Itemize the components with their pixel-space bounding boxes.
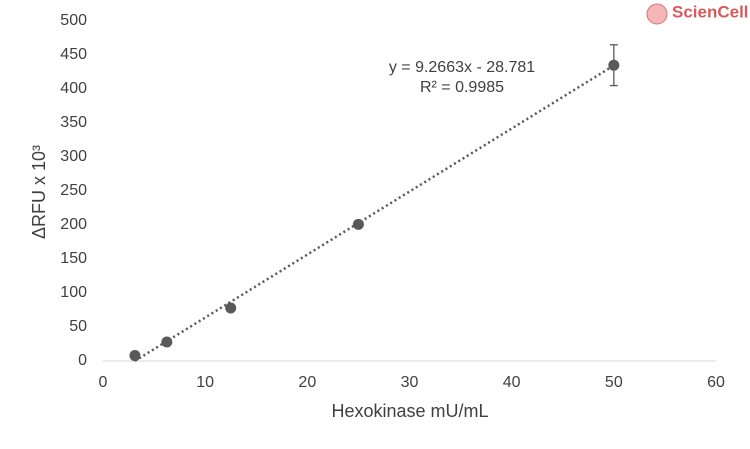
x-axis-label: Hexokinase mU/mL: [331, 401, 488, 421]
y-tick-label: 250: [60, 182, 87, 199]
logo: ScienCell: [672, 2, 749, 21]
y-tick-label: 500: [60, 12, 87, 29]
y-tick-label: 400: [60, 80, 87, 97]
trendline: [134, 64, 615, 362]
x-tick-label: 10: [196, 374, 214, 391]
y-tick-label: 0: [78, 352, 87, 369]
point: [608, 59, 620, 71]
y-tick-label: 100: [60, 284, 87, 301]
trend-equation: y = 9.2663x - 28.781: [389, 59, 535, 76]
logo-icon: [646, 3, 668, 25]
y-tick-label: 350: [60, 114, 87, 131]
point: [225, 302, 237, 314]
x-tick-label: 0: [99, 374, 108, 391]
trend-r2: R² = 0.9985: [420, 79, 504, 96]
y-tick-label: 450: [60, 46, 87, 63]
x-tick-label: 40: [503, 374, 521, 391]
x-tick-label: 60: [707, 374, 725, 391]
y-tick-label: 150: [60, 250, 87, 267]
x-tick-label: 30: [401, 374, 419, 391]
x-tick-label: 50: [605, 374, 623, 391]
point: [129, 350, 141, 362]
point: [161, 336, 173, 348]
point: [352, 218, 364, 230]
y-tick-label: 200: [60, 216, 87, 233]
y-tick-label: 50: [69, 318, 87, 335]
y-axis-label: ΔRFU x 10³: [29, 145, 49, 239]
y-tick-label: 300: [60, 148, 87, 165]
x-tick-label: 20: [298, 374, 316, 391]
